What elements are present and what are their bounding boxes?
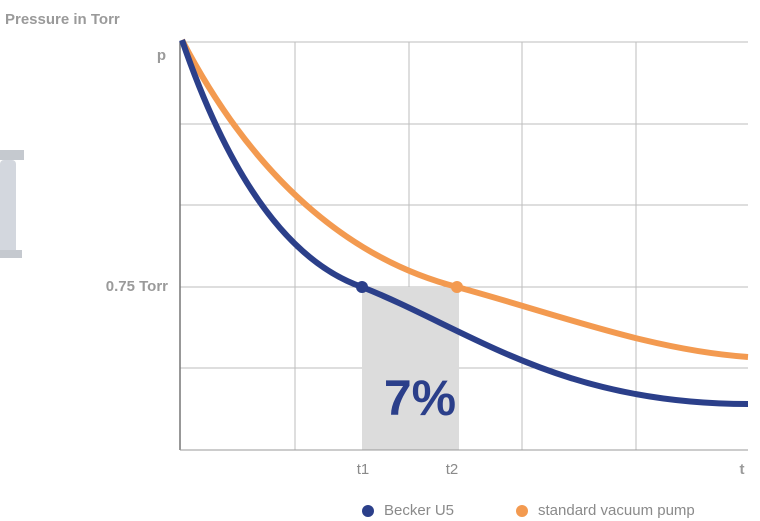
- becker-curve: [179, 39, 749, 407]
- point-t2: [451, 281, 463, 293]
- grid: [180, 41, 748, 450]
- x-label: t: [740, 461, 745, 478]
- time-gap: [362, 287, 459, 450]
- legend-label: Becker U5: [384, 502, 454, 519]
- annotation: 7%: [384, 370, 456, 426]
- legend-marker: [362, 505, 374, 517]
- pump-image: [0, 150, 24, 258]
- y-marker: 0.75 Torr: [106, 278, 168, 295]
- legend-label: standard vacuum pump: [538, 502, 695, 519]
- y-label: p: [157, 47, 166, 64]
- legend-marker: [516, 505, 528, 517]
- pump-curve: [179, 38, 749, 360]
- title: Pressure in Torr: [5, 11, 120, 28]
- point-t1: [356, 281, 368, 293]
- x-mark: t1: [357, 461, 370, 478]
- x-mark: t2: [446, 461, 459, 478]
